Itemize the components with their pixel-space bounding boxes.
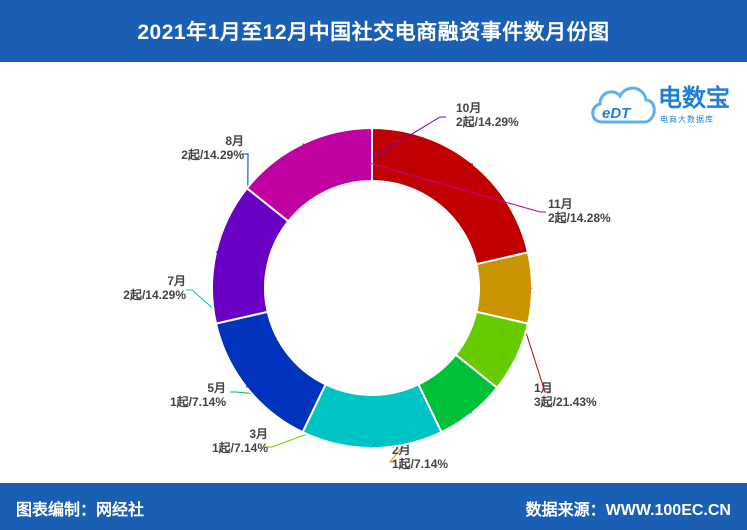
logo-badge: eDT [602, 105, 632, 122]
slice-value-label: 2起/14.29% [456, 114, 519, 129]
slice-month-label: 5月 [207, 381, 226, 395]
slice-value-label: 2起/14.29% [181, 147, 244, 162]
slice-value-label: 2起/14.28% [548, 210, 611, 225]
slice-month-label: 7月 [167, 274, 186, 288]
slice-month-label: 8月 [225, 134, 244, 148]
cloud-icon [591, 86, 656, 124]
slice-value-label: 1起/7.14% [212, 440, 268, 455]
slice-11月 [245, 126, 373, 223]
header-bar: 2021年1月至12月中国社交电商融资事件数月份图 [0, 0, 747, 62]
logo-name: 电数宝 [658, 84, 730, 112]
footer-editor: 图表编制：网经社 [16, 502, 145, 519]
logo-subtitle: 电商大数据库 [660, 114, 714, 124]
chart-title: 2021年1月至12月中国社交电商融资事件数月份图 [137, 21, 610, 44]
footer-source: 数据来源：WWW.100EC.CN [525, 502, 731, 519]
slice-value-label: 1起/7.14% [392, 456, 448, 471]
leader-line-1月 [471, 162, 551, 393]
slice-value-label: 3起/21.43% [534, 394, 597, 409]
slice-month-label: 3月 [249, 427, 268, 441]
donut-chart: 1月3起/21.43%2月1起/7.14%3月1起/7.14%5月1起/7.14… [123, 101, 611, 471]
slice-1月 [371, 126, 530, 266]
footer-bar: 图表编制：网经社 数据来源：WWW.100EC.CN [0, 483, 747, 530]
edt-logo: eDT 电数宝 电商大数据库 [591, 84, 730, 124]
leader-line-11月 [302, 143, 546, 213]
slice-value-label: 2起/14.29% [123, 287, 186, 302]
slice-value-label: 1起/7.14% [170, 394, 226, 409]
slice-month-label: 1月 [534, 381, 553, 395]
slice-month-label: 11月 [548, 197, 573, 211]
slice-month-label: 10月 [456, 101, 481, 115]
slice-8月 [214, 310, 327, 434]
slice-7月 [301, 383, 443, 449]
